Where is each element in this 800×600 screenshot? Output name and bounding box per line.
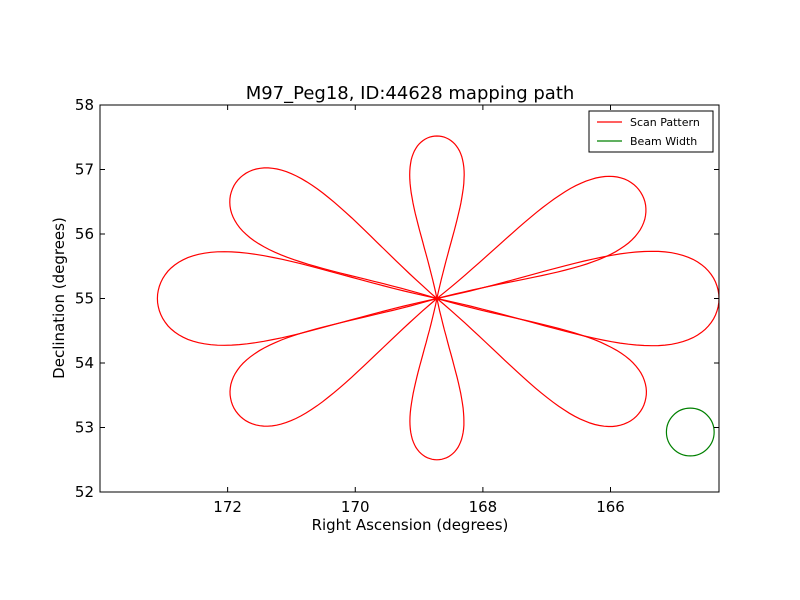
legend: Scan Pattern Beam Width [588, 110, 714, 153]
x-tick-label: 172 [213, 498, 242, 516]
scan-petal [409, 135, 465, 299]
scan-petal [409, 298, 465, 461]
plot-area [156, 135, 719, 461]
x-tick-label: 166 [596, 498, 625, 516]
y-axis-label: Declination (degrees) [50, 217, 68, 379]
beam-width-circle [665, 407, 715, 457]
y-tick-label: 56 [75, 225, 94, 243]
y-tick-label: 55 [75, 290, 94, 308]
x-tick-label: 170 [341, 498, 370, 516]
y-tick-label: 58 [75, 96, 94, 114]
y-tick-label: 52 [75, 483, 94, 501]
chart-title: M97_Peg18, ID:44628 mapping path [246, 83, 575, 104]
y-tick-label: 57 [75, 161, 94, 179]
scan-petal [229, 297, 438, 427]
scan-petal [229, 167, 438, 300]
y-tick-label: 53 [75, 419, 94, 437]
scan-petal [436, 175, 647, 300]
y-tick-label: 54 [75, 354, 94, 372]
legend-label-beam-width: Beam Width [630, 135, 697, 148]
scan-petal [436, 297, 648, 428]
x-axis-label: Right Ascension (degrees) [312, 516, 509, 534]
legend-label-scan-pattern: Scan Pattern [630, 116, 700, 129]
axis-ticks: 172 170 168 166 52 53 54 55 56 57 58 [75, 96, 719, 516]
legend-box [588, 110, 714, 153]
x-tick-label: 168 [469, 498, 498, 516]
